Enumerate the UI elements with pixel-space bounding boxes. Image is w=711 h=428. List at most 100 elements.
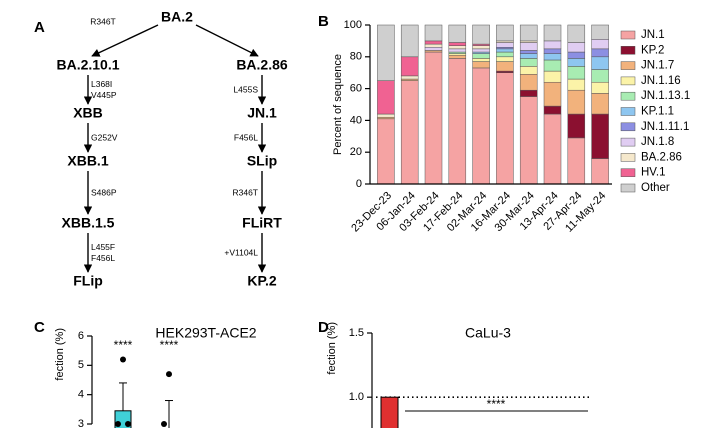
bar-segment — [472, 61, 490, 69]
bar-segment — [591, 81, 609, 94]
mutation-label: L455S — [233, 84, 258, 94]
mutation-label: L455F — [91, 242, 115, 252]
bar-segment — [496, 48, 514, 53]
legend-label: Other — [641, 182, 670, 194]
lineage-node: XBB.1 — [67, 153, 108, 169]
bar-segment — [377, 24, 395, 81]
bar-segment — [400, 56, 419, 77]
panel-letter: B — [318, 13, 329, 30]
bar-segment — [472, 48, 490, 53]
legend-label: KP.1.1 — [641, 106, 674, 118]
y-tick-label: 80 — [350, 51, 362, 63]
bar-segment — [519, 66, 538, 75]
bar-segment — [567, 113, 586, 139]
y-tick-label: 4 — [78, 389, 84, 401]
bar-segment — [400, 80, 419, 185]
bar-segment — [472, 45, 490, 50]
legend-swatch — [620, 91, 636, 101]
lineage-node: FLiRT — [242, 215, 282, 231]
bar-segment — [543, 24, 562, 42]
bar-segment — [591, 93, 609, 115]
data-point — [125, 421, 131, 427]
bar-segment — [567, 58, 586, 67]
legend-label: JN.1.7 — [641, 60, 674, 72]
legend-swatch — [620, 30, 636, 40]
bar-segment — [472, 67, 490, 185]
lineage-node: BA.2.86 — [236, 57, 288, 73]
legend-label: JN.1.8 — [641, 136, 674, 148]
bar-segment — [543, 81, 562, 107]
bar-segment — [591, 158, 609, 185]
bar-segment — [519, 24, 538, 42]
mutation-label: F456L — [91, 253, 115, 263]
legend-swatch — [620, 183, 636, 193]
legend-swatch — [620, 76, 636, 86]
y-tick-label: 5 — [78, 359, 84, 371]
bar-segment — [567, 24, 586, 43]
bar-segment — [519, 50, 538, 54]
bar-segment — [496, 61, 514, 72]
bar-segment — [424, 24, 443, 42]
lineage-node: XBB — [73, 105, 103, 121]
bar-segment — [591, 39, 609, 50]
lineage-node: KP.2 — [247, 273, 277, 289]
mutation-label: V445P — [91, 90, 117, 100]
panel-letter: D — [318, 319, 329, 336]
bar-segment — [591, 56, 609, 70]
bar-segment — [496, 56, 514, 62]
bar-segment — [472, 24, 490, 45]
mutation-label: R346T — [90, 16, 116, 26]
bar-segment — [567, 66, 586, 80]
y-tick-label: 20 — [350, 146, 362, 158]
bar-segment — [496, 24, 514, 42]
lineage-node: BA.2.10.1 — [56, 57, 119, 73]
mutation-label: R346T — [232, 187, 258, 197]
legend-label: BA.2.86 — [641, 151, 682, 163]
bar-segment — [400, 75, 419, 80]
bar-segment — [519, 96, 538, 185]
legend-swatch — [620, 46, 636, 55]
legend-swatch — [620, 122, 636, 132]
bar-segment — [400, 24, 419, 58]
bar-segment — [543, 40, 562, 50]
bar-segment — [519, 74, 538, 91]
panel-letter: A — [34, 19, 45, 36]
bar-segment — [543, 48, 562, 54]
bar-segment — [567, 137, 586, 185]
legend-swatch — [620, 61, 636, 70]
bar-segment — [519, 89, 538, 97]
bar-segment — [567, 89, 586, 115]
bar-segment — [472, 58, 490, 62]
bar-segment — [448, 58, 467, 185]
bar-segment — [591, 113, 609, 159]
bar — [380, 396, 399, 428]
bar-segment — [543, 113, 562, 185]
y-tick-label: 1.0 — [349, 391, 364, 403]
lineage-node: BA.2 — [161, 9, 193, 25]
legend-label: JN.1.13.1 — [641, 90, 690, 102]
significance: **** — [160, 338, 179, 352]
bar-segment — [424, 51, 443, 185]
legend-label: JN.1.11.1 — [641, 121, 689, 133]
bar-segment — [567, 42, 586, 53]
bar-segment — [519, 53, 538, 59]
bar-segment — [448, 45, 467, 50]
mutation-label: L368I — [91, 79, 112, 89]
y-tick-label: 1.5 — [349, 327, 364, 339]
lineage-arrow — [91, 24, 159, 57]
mutation-label: S486P — [91, 187, 117, 197]
bar-segment — [448, 24, 467, 43]
y-axis-label: fection (%) — [326, 322, 338, 375]
bar-segment — [567, 51, 586, 59]
lineage-node: FLip — [73, 273, 103, 289]
legend-label: JN.1.16 — [641, 75, 681, 87]
legend-swatch — [620, 168, 636, 177]
legend-swatch — [620, 137, 636, 147]
y-axis-label: fection (%) — [54, 328, 66, 381]
lineage-node: JN.1 — [247, 105, 277, 121]
data-point — [115, 421, 121, 427]
bar-segment — [591, 24, 609, 40]
legend-swatch — [620, 153, 636, 162]
bar-segment — [519, 58, 538, 67]
y-tick-label: 0 — [356, 178, 362, 190]
